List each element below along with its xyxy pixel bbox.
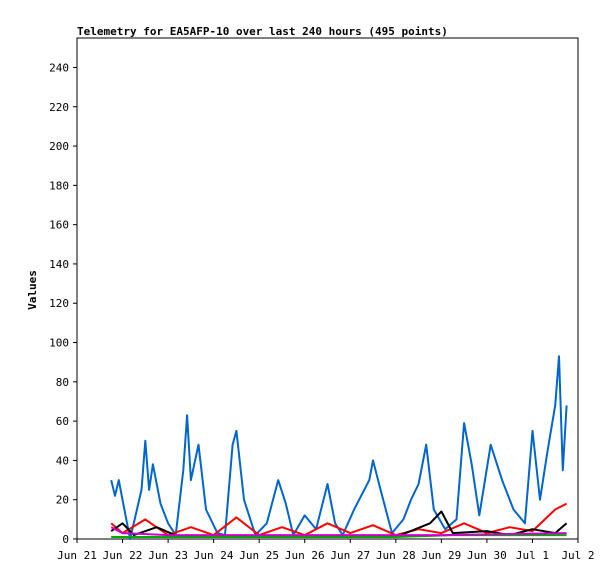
y-tick-label: 20 [56, 494, 69, 507]
y-tick-label: 160 [49, 219, 69, 232]
y-tick-label: 40 [56, 454, 69, 467]
y-tick-label: 140 [49, 258, 69, 271]
x-tick-label: Jun 29 [421, 549, 461, 562]
x-tick-label: Jun 24 [194, 549, 234, 562]
y-tick-label: 60 [56, 415, 69, 428]
y-tick-label: 220 [49, 101, 69, 114]
x-tick-label: Jun 26 [285, 549, 325, 562]
x-tick-label: Jun 25 [239, 549, 279, 562]
y-axis-label: Values [26, 270, 39, 310]
x-tick-label: Jun 27 [330, 549, 370, 562]
x-tick-label: Jul 1 [516, 549, 549, 562]
x-axis: Jun 21 Jun 22 Jun 23 Jun 24 Jun 25 Jun 26 Jun … [57, 539, 595, 562]
x-tick-label: Jun 22 [103, 549, 143, 562]
y-tick-label: 200 [49, 140, 69, 153]
y-tick-label: 120 [49, 297, 69, 310]
x-tick-label: Jun 30 [467, 549, 507, 562]
y-tick-label: 0 [62, 533, 69, 546]
y-tick-label: 80 [56, 376, 69, 389]
series-line-5 [110, 526, 567, 537]
series-layer [110, 355, 568, 540]
y-tick-label: 240 [49, 61, 69, 74]
chart-title: Telemetry for EA5AFP-10 over last 240 ho… [77, 25, 448, 38]
y-tick-label: 100 [49, 337, 69, 350]
x-tick-label: Jun 23 [148, 549, 188, 562]
y-tick-label: 180 [49, 179, 69, 192]
series-line-1 [110, 355, 568, 540]
series-line-2 [110, 502, 568, 537]
x-tick-label: Jun 28 [376, 549, 416, 562]
x-tick-label: Jul 2 [561, 549, 594, 562]
x-tick-label: Jun 21 [57, 549, 97, 562]
y-axis: 0 20 40 60 80 100 120 140 160 180 200 220 240 [49, 61, 77, 546]
